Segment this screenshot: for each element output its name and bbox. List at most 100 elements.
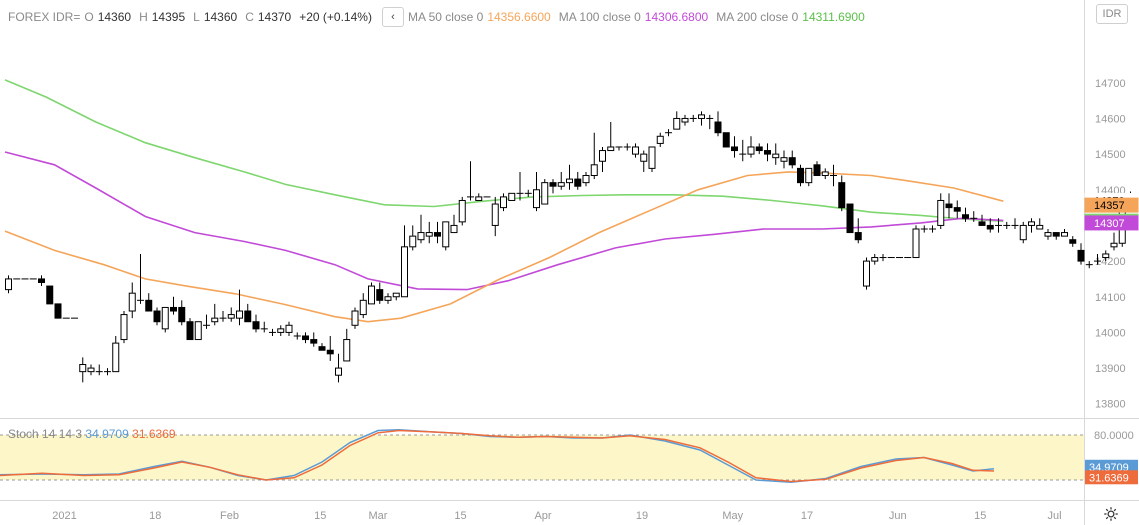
candle-body bbox=[417, 232, 425, 241]
candle bbox=[236, 289, 243, 326]
candle bbox=[780, 150, 788, 169]
candle-body bbox=[549, 182, 557, 187]
candle bbox=[929, 225, 936, 233]
stoch-d-value: 31.6369 bbox=[132, 427, 176, 441]
candle-body bbox=[145, 299, 153, 312]
price-tag-box bbox=[1084, 197, 1139, 213]
candle-body bbox=[161, 306, 169, 330]
candle bbox=[1110, 232, 1118, 251]
candle-body bbox=[1044, 232, 1052, 237]
candle bbox=[978, 214, 986, 226]
candle-body bbox=[846, 203, 854, 234]
candle-body bbox=[409, 235, 417, 248]
candle bbox=[681, 114, 689, 126]
candle bbox=[879, 253, 887, 262]
candle bbox=[95, 364, 103, 376]
candle-body bbox=[673, 117, 681, 130]
low-value: 14360 bbox=[203, 10, 238, 24]
stoch-label: Stoch 14 14 3 bbox=[8, 427, 83, 441]
time-tick-label: May bbox=[722, 510, 743, 522]
high-value: 14395 bbox=[151, 10, 186, 24]
candle-body bbox=[632, 146, 639, 155]
candle bbox=[962, 207, 969, 222]
candle bbox=[38, 275, 45, 287]
price-tick-label: 14700 bbox=[1095, 78, 1126, 90]
candle-body bbox=[566, 178, 573, 184]
candle-body bbox=[533, 189, 540, 209]
close-value: 14370 bbox=[257, 10, 292, 24]
candle-body bbox=[178, 306, 186, 323]
candle bbox=[145, 293, 153, 312]
candle-body bbox=[186, 321, 194, 341]
candle bbox=[104, 368, 111, 376]
candle-body bbox=[640, 153, 648, 162]
candle bbox=[1044, 229, 1052, 240]
candle bbox=[120, 311, 128, 344]
currency-button[interactable]: IDR bbox=[1096, 4, 1128, 24]
price-tick-label: 14500 bbox=[1095, 149, 1126, 161]
candle bbox=[747, 136, 755, 158]
candle-body bbox=[252, 321, 260, 330]
candle-body bbox=[434, 232, 441, 237]
time-tick-label: Apr bbox=[534, 510, 551, 522]
time-tick-label: 18 bbox=[149, 510, 161, 522]
time-tick-label: Jul bbox=[1047, 510, 1061, 522]
candle-body bbox=[500, 196, 507, 209]
candle-body bbox=[401, 246, 408, 298]
candle-body bbox=[747, 146, 755, 155]
candle bbox=[1003, 221, 1011, 229]
candle-body bbox=[244, 310, 252, 323]
candle-body bbox=[838, 182, 846, 209]
candle-body bbox=[458, 199, 466, 223]
candle bbox=[648, 146, 656, 172]
candle bbox=[194, 321, 202, 341]
candle bbox=[54, 303, 62, 319]
candle bbox=[755, 143, 763, 155]
candle bbox=[368, 282, 375, 305]
ma50-line bbox=[4, 171, 1004, 323]
candle bbox=[689, 114, 697, 123]
close-label: C bbox=[245, 10, 254, 24]
candle bbox=[137, 253, 144, 304]
candle-body bbox=[1061, 232, 1068, 237]
candle-body bbox=[986, 224, 994, 230]
candle bbox=[467, 161, 474, 201]
collapse-legend-button[interactable]: ‹ bbox=[381, 7, 404, 27]
candle bbox=[153, 307, 161, 326]
candle bbox=[392, 292, 400, 301]
candle bbox=[293, 332, 301, 340]
candle-body bbox=[557, 182, 565, 187]
price-tick-label: 13900 bbox=[1095, 363, 1126, 375]
candle-body bbox=[1077, 249, 1085, 262]
candle bbox=[409, 225, 417, 251]
settings-gear-icon[interactable] bbox=[1102, 505, 1120, 523]
time-tick-label: 15 bbox=[314, 510, 326, 522]
price-tag-box bbox=[1084, 215, 1139, 231]
candle bbox=[788, 150, 796, 169]
candle bbox=[170, 296, 177, 315]
ma200-label: MA 200 close 0 bbox=[716, 10, 799, 24]
price-legend: FOREX IDR= O 14360 H 14395 L 14360 C 14370 +… bbox=[8, 7, 873, 27]
candle bbox=[434, 221, 441, 244]
candle-body bbox=[731, 146, 738, 152]
ma50-value: 14356.6600 bbox=[487, 10, 551, 24]
stoch-band bbox=[0, 435, 1084, 480]
price-tag-label: 14307 bbox=[1094, 218, 1125, 230]
candle bbox=[450, 214, 458, 234]
candle-body bbox=[170, 306, 177, 312]
candle bbox=[128, 282, 136, 319]
price-tick-label: 14600 bbox=[1095, 113, 1126, 125]
candle-body bbox=[698, 114, 705, 119]
candle bbox=[211, 303, 219, 326]
candle-body bbox=[392, 292, 400, 298]
candle bbox=[1011, 218, 1019, 229]
candle-body bbox=[953, 207, 961, 212]
candle-body bbox=[128, 292, 136, 312]
candle bbox=[442, 221, 450, 251]
price-tag: 14357 bbox=[1084, 197, 1139, 213]
candle bbox=[582, 171, 590, 187]
candle bbox=[417, 214, 425, 244]
candle bbox=[219, 311, 227, 322]
candle bbox=[623, 143, 631, 151]
